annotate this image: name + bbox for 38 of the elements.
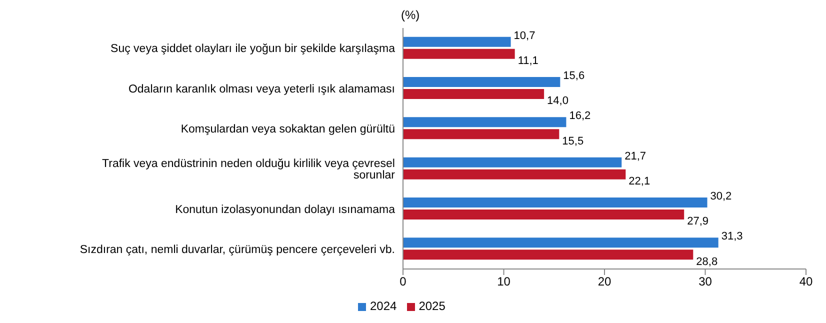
data-label: 15,5 [562,135,584,148]
bar [403,250,694,260]
data-label: 15,6 [563,70,585,82]
data-label: 11,1 [518,55,538,68]
legend-label: 2024 [370,299,397,313]
data-label: 14,0 [547,95,568,108]
x-axis-title: (%) [401,8,420,22]
y-tick-label: Suç veya şiddet olayları ile yoğun bir şekilde karşılaşma [110,43,396,56]
y-tick-label: Konutun izolasyonundan dolayı ısınamama [175,204,396,216]
data-label: 21,7 [624,150,646,162]
bar [403,48,515,59]
y-tick-label: Sızdıran çatı, nemli duvarlar, çürümüş pencere çerçeveleri vb. [80,244,395,256]
bar [403,210,684,220]
x-tick-label: 20 [598,274,612,289]
bar [403,238,718,248]
bar [403,77,560,88]
bar [403,36,511,47]
data-label: 27,9 [687,216,709,228]
y-tick-label: Trafik veya endüstrinin neden olduğu kirlilik veya çevresel sorunlar [102,158,396,182]
data-label: 28,8 [696,256,718,268]
legend-label: 2025 [418,299,446,313]
data-label: 16,2 [569,110,591,122]
bar [403,117,566,128]
y-tick-label: Odaların karanlık olması veya yeterli ışık alamaması [128,83,395,96]
bar [403,129,560,140]
data-label: 30,2 [710,190,732,203]
bar [403,169,626,180]
x-tick-label: 10 [497,274,511,289]
y-tick-label: Komşulardan veya sokaktan gelen gürültü [180,124,395,136]
bar [403,157,622,168]
x-tick-label: 40 [799,274,813,289]
data-label: 10,7 [514,30,536,42]
x-tick-label: 0 [400,274,407,289]
data-label: 22,1 [628,176,650,188]
bar [403,89,544,100]
bar [403,198,708,208]
data-label: 31,3 [721,230,743,243]
x-tick-label: 30 [698,274,712,289]
